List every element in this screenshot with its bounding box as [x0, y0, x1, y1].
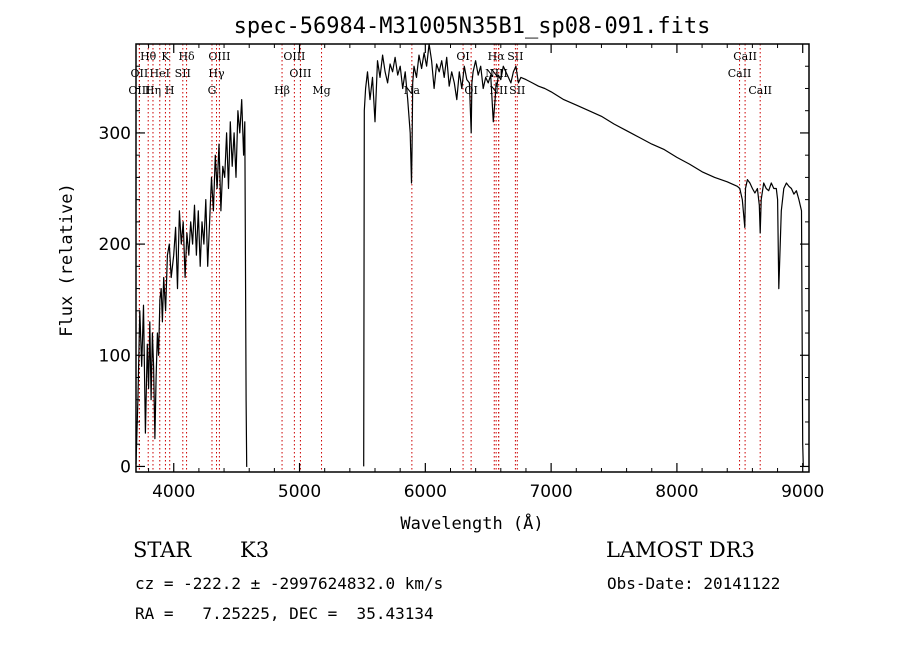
line-label-0: Hθ	[140, 50, 157, 63]
line-label-16: CaII	[728, 67, 752, 80]
line-label-3: OIII	[208, 50, 230, 63]
line-label-8: CaII	[733, 50, 757, 63]
object-subclass: K3	[240, 538, 270, 562]
ra-dec: RA = 7.25225, DEC = 35.43134	[135, 604, 434, 623]
x-tick-label-3: 7000	[529, 482, 572, 502]
spectrum-line	[135, 43, 804, 467]
line-label-4: OIII	[283, 50, 305, 63]
line-label-5: OI	[456, 50, 469, 63]
x-axis-ticks: 4000 5000 6000 7000 8000 9000	[148, 44, 824, 502]
chart-title: spec-56984-M31005N35B1_sp08-091.fits	[234, 14, 711, 39]
redshift-line: cz = -222.2 ± -2997624832.0 km/s	[135, 574, 444, 593]
line-label-24: OI	[464, 84, 477, 97]
x-tick-label-0: 4000	[152, 482, 195, 502]
x-tick-label-4: 8000	[655, 482, 698, 502]
line-label-25: NII	[490, 84, 508, 97]
line-label-1: K	[161, 50, 170, 63]
line-label-18: Hη	[145, 84, 161, 97]
y-tick-label-1: 100	[99, 346, 131, 366]
x-tick-label-2: 6000	[404, 482, 447, 502]
line-label-6: Hα	[488, 50, 506, 63]
line-label-26: SII	[509, 84, 525, 97]
y-tick-label-3: 300	[99, 124, 131, 144]
line-label-17: OIII	[128, 84, 150, 97]
x-tick-label-1: 5000	[278, 482, 321, 502]
line-label-19: H	[165, 84, 175, 97]
y-axis-label: Flux (relative)	[57, 183, 77, 337]
line-label-11: SII	[175, 67, 191, 80]
line-label-10: HeI	[150, 67, 170, 80]
plot-frame	[135, 43, 810, 473]
obs-date: Obs-Date: 20141122	[607, 574, 781, 593]
y-tick-label-2: 200	[99, 235, 131, 255]
line-label-13: OIII	[289, 67, 311, 80]
y-axis-ticks: 0 100 200 300	[99, 65, 809, 477]
object-class: STAR	[133, 538, 192, 562]
line-label-22: Mg	[312, 84, 330, 97]
line-label-21: Hβ	[274, 84, 290, 97]
x-axis-label: Wavelength (Å)	[400, 512, 543, 534]
x-tick-label-5: 9000	[781, 482, 824, 502]
line-label-20: G	[208, 84, 217, 97]
line-label-27: CaII	[748, 84, 772, 97]
spectrum-series	[135, 43, 804, 467]
line-label-12: Hγ	[208, 67, 225, 80]
y-tick-label-0: 0	[120, 457, 131, 477]
line-label-7: SII	[507, 50, 523, 63]
survey-name: LAMOST DR3	[606, 538, 755, 562]
line-label-2: Hδ	[178, 50, 195, 63]
